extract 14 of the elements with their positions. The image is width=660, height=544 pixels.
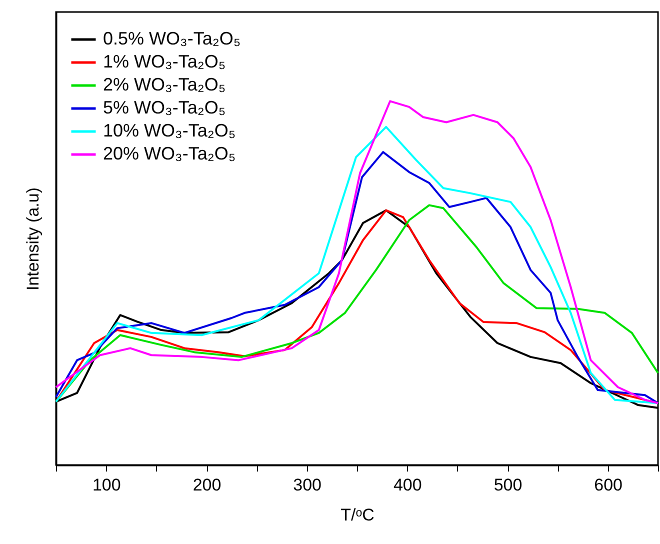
legend-label: 0.5% WO₃-Ta₂O₅ [103,28,241,48]
x-tick-label: 600 [594,476,623,494]
x-tick-label: 300 [293,476,322,494]
legend-label: 20% WO₃-Ta₂O₅ [103,144,236,164]
legend-label: 2% WO₃-Ta₂O₅ [103,74,226,94]
legend-label: 10% WO₃-Ta₂O₅ [103,120,236,140]
x-axis-title: T/ᵒC [340,506,374,524]
x-tick-label: 200 [192,476,222,494]
x-tick-label: 100 [92,476,121,494]
y-axis-title: Intensity (a.u) [24,188,42,290]
x-tick-label: 400 [393,476,422,494]
x-tick-label: 500 [494,476,522,494]
legend-label: 1% WO₃-Ta₂O₅ [103,52,226,72]
legend-label: 5% WO₃-Ta₂O₅ [103,98,226,118]
